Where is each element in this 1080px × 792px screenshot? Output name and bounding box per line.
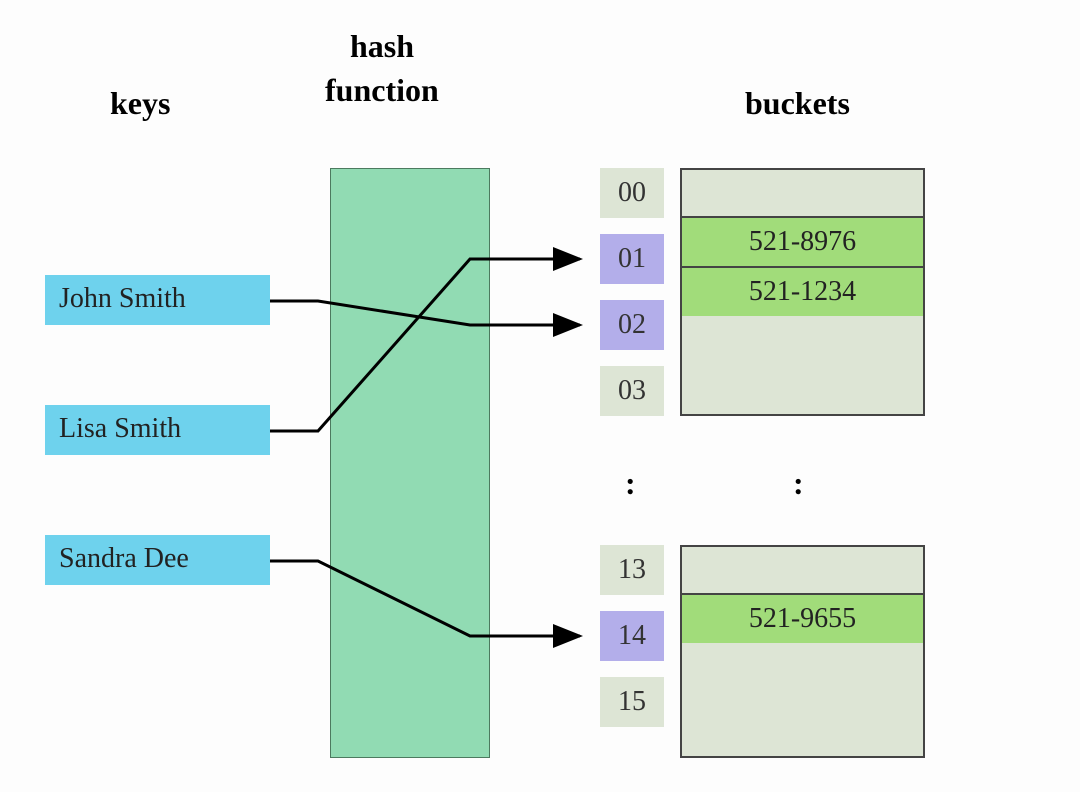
index-13: 13 xyxy=(600,545,664,595)
bucket-02: 521-1234 xyxy=(680,266,925,318)
bucket-01: 521-8976 xyxy=(680,216,925,268)
index-15: 15 xyxy=(600,677,664,727)
hashfn-box xyxy=(330,168,490,758)
index-00: 00 xyxy=(600,168,664,218)
header-keys: keys xyxy=(110,85,170,122)
header-hashfn-line1: hash xyxy=(350,28,414,65)
index-02: 02 xyxy=(600,300,664,350)
key-sandra-dee: Sandra Dee xyxy=(45,535,270,585)
header-hashfn-line2: function xyxy=(325,72,439,109)
header-buckets: buckets xyxy=(745,85,850,122)
index-03: 03 xyxy=(600,366,664,416)
bucket-13 xyxy=(680,545,925,595)
diagram-container: keys hash function buckets John Smith Li… xyxy=(0,0,1080,792)
bucket-15 xyxy=(680,643,925,758)
index-14: 14 xyxy=(600,611,664,661)
bucket-03 xyxy=(680,316,925,416)
ellipsis-index: : xyxy=(625,465,636,502)
index-01: 01 xyxy=(600,234,664,284)
bucket-14: 521-9655 xyxy=(680,593,925,645)
key-john-smith: John Smith xyxy=(45,275,270,325)
bucket-00 xyxy=(680,168,925,218)
ellipsis-bucket: : xyxy=(793,465,804,502)
key-lisa-smith: Lisa Smith xyxy=(45,405,270,455)
